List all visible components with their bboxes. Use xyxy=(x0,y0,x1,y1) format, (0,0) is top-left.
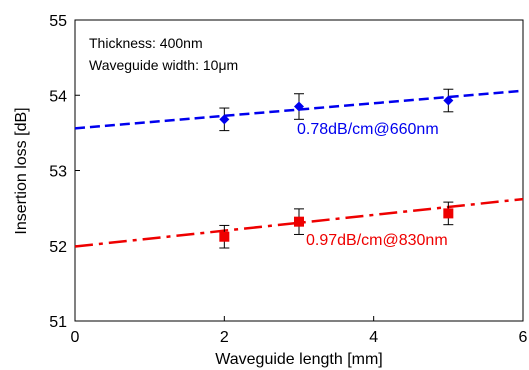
x-tick-label: 6 xyxy=(519,329,528,346)
x-tick-label: 0 xyxy=(71,329,80,346)
data-point-square xyxy=(219,231,230,242)
y-tick-label: 52 xyxy=(49,239,67,256)
series-labels: 0.78dB/cm@660nm 0.97dB/cm@830nm xyxy=(297,121,448,249)
data-point-diamond xyxy=(219,114,230,125)
x-tick-label: 2 xyxy=(220,329,229,346)
y-tick-label: 55 xyxy=(49,13,67,30)
y-tick-label: 51 xyxy=(49,314,67,331)
plot-area-frame xyxy=(74,19,524,322)
data-points xyxy=(219,88,454,249)
annotation-line-2: Waveguide width: 10μm xyxy=(89,57,238,73)
data-point-square xyxy=(294,216,304,227)
data-point-square xyxy=(443,208,454,219)
series-label-1: 0.78dB/cm@660nm xyxy=(297,121,439,138)
y-tick-label: 54 xyxy=(49,88,67,105)
annotation-line-1: Thickness: 400nm xyxy=(89,35,203,51)
y-axis-label: Insertion loss [dB] xyxy=(13,107,30,234)
x-axis-label: Waveguide length [mm] xyxy=(215,351,382,368)
data-point-diamond xyxy=(443,95,454,106)
x-tick-label: 4 xyxy=(369,329,378,346)
series-label-2: 0.97dB/cm@830nm xyxy=(306,232,448,249)
y-tick-label: 53 xyxy=(49,164,67,181)
data-point-diamond xyxy=(294,101,304,112)
